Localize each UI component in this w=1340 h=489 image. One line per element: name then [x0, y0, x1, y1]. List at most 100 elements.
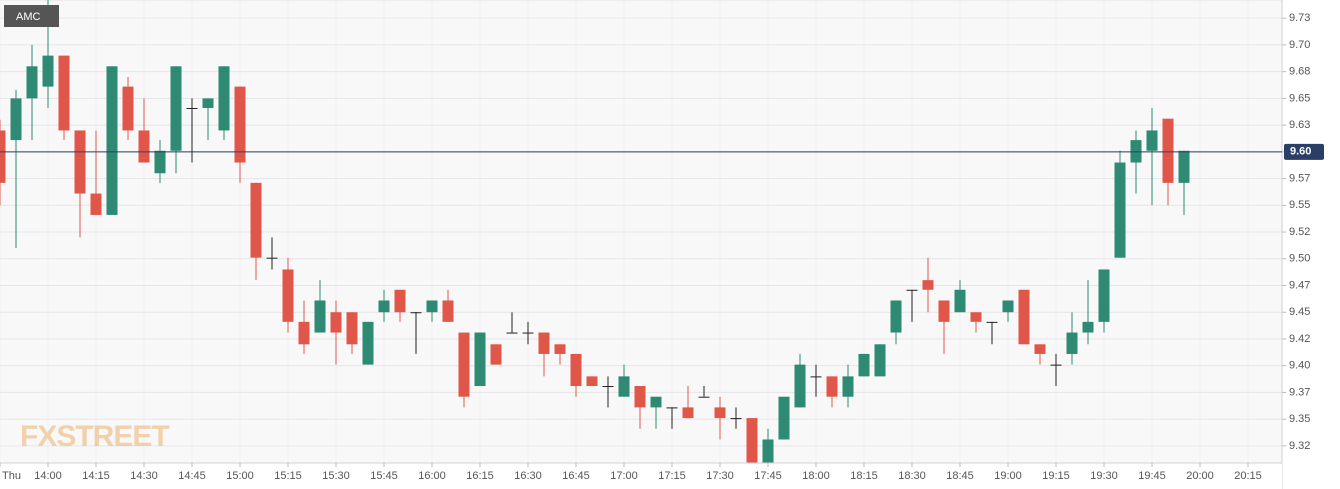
candle-body	[634, 386, 646, 408]
candle-body	[506, 332, 518, 334]
y-tick-label: 9.70	[1289, 39, 1310, 51]
candle-body	[570, 353, 582, 387]
candle-body	[602, 386, 614, 388]
candle-body	[906, 289, 918, 291]
y-tick-label: 9.68	[1289, 66, 1310, 78]
candle-body	[698, 396, 710, 398]
x-tick-label: 18:45	[946, 470, 974, 482]
candle-body	[650, 396, 662, 408]
last-price-label: 9.60	[1290, 146, 1311, 158]
candle-body	[106, 66, 118, 215]
plot-area	[0, 0, 1283, 464]
candle-body	[234, 86, 246, 163]
candle-body	[682, 407, 694, 419]
candles	[0, 0, 1190, 463]
x-tick-label: 18:00	[802, 470, 830, 482]
candle-body	[666, 407, 678, 409]
candle-body	[1178, 150, 1190, 183]
candle-body	[122, 86, 134, 131]
candle-body	[442, 300, 454, 322]
grid	[0, 17, 1282, 447]
candle-body	[346, 312, 358, 345]
candle-body	[794, 364, 806, 408]
candle-body	[778, 396, 790, 440]
candle-body	[890, 300, 902, 333]
candle-body	[378, 300, 390, 313]
x-tick-label: 19:00	[994, 470, 1022, 482]
x-tick-label: 15:45	[370, 470, 398, 482]
candle-body	[250, 182, 262, 258]
candle-body	[282, 269, 294, 322]
candle-body	[1162, 118, 1174, 183]
x-tick-label: 19:30	[1090, 470, 1118, 482]
candle-body	[90, 193, 102, 215]
candle-body	[810, 376, 822, 378]
symbol-label: AMC	[16, 11, 41, 23]
candle-body	[954, 289, 966, 313]
candle-body	[10, 98, 22, 141]
x-tick-label: 14:30	[130, 470, 158, 482]
x-tick-label: 15:00	[226, 470, 254, 482]
y-tick-label: 9.35	[1289, 413, 1310, 425]
x-tick-label: 16:00	[418, 470, 446, 482]
y-tick-label: 9.42	[1289, 333, 1310, 345]
candle-body	[426, 300, 438, 313]
x-tick-label: 18:30	[898, 470, 926, 482]
y-tick-label: 9.37	[1289, 386, 1310, 398]
y-tick-label: 9.52	[1289, 226, 1310, 238]
x-tick-label: 14:45	[178, 470, 206, 482]
x-tick-label: 16:15	[466, 470, 494, 482]
x-tick-label: 17:30	[706, 470, 734, 482]
candle-body	[970, 312, 982, 322]
x-tick-label: 17:15	[658, 470, 686, 482]
y-tick-label: 9.32	[1289, 440, 1310, 452]
candle-body	[266, 257, 278, 259]
candle-body	[298, 321, 310, 345]
candle-body	[26, 66, 38, 99]
candle-body	[986, 321, 998, 323]
candle-body	[938, 300, 950, 322]
candle-body	[586, 376, 598, 387]
candle-body	[1098, 269, 1110, 322]
x-tick-label: 19:15	[1042, 470, 1070, 482]
x-tick-label: 15:15	[274, 470, 302, 482]
x-tick-label: 14:00	[34, 470, 62, 482]
candle-body	[1002, 300, 1014, 313]
candle-body	[186, 107, 198, 109]
x-tick-label: 16:30	[514, 470, 542, 482]
candle-body	[746, 418, 758, 463]
x-tick-label: 20:15	[1234, 470, 1262, 482]
x-tick-label: 14:15	[82, 470, 110, 482]
x-tick-label: 17:45	[754, 470, 782, 482]
y-tick-label: 9.55	[1289, 199, 1310, 211]
x-tick-label: 18:15	[850, 470, 878, 482]
candle-body	[826, 376, 838, 397]
candle-body	[1066, 332, 1078, 354]
candle-body	[170, 66, 182, 151]
candle-body	[218, 66, 230, 131]
candle-body	[730, 418, 742, 420]
candle-body	[58, 55, 70, 131]
candle-body	[858, 353, 870, 377]
y-tick-label: 9.50	[1289, 253, 1310, 265]
candle-body	[0, 130, 6, 183]
y-tick-label: 9.47	[1289, 279, 1310, 291]
last-price-tag	[1284, 143, 1324, 160]
candle-body	[554, 344, 566, 354]
y-tick-label: 9.45	[1289, 306, 1310, 318]
candle-body	[490, 344, 502, 365]
candle-body	[1018, 289, 1030, 345]
candle-body	[410, 312, 422, 314]
x-tick-label: 15:30	[322, 470, 350, 482]
x-tick-label: 17:00	[610, 470, 638, 482]
candle-body	[74, 130, 86, 194]
candle-body	[922, 280, 934, 290]
candle-body	[538, 332, 550, 354]
candle-body	[1114, 162, 1126, 258]
y-tick-label: 9.63	[1289, 119, 1310, 131]
y-tick-label: 9.65	[1289, 92, 1310, 104]
x-tick-label: 16:45	[562, 470, 590, 482]
y-tick-label: 9.40	[1289, 360, 1310, 372]
